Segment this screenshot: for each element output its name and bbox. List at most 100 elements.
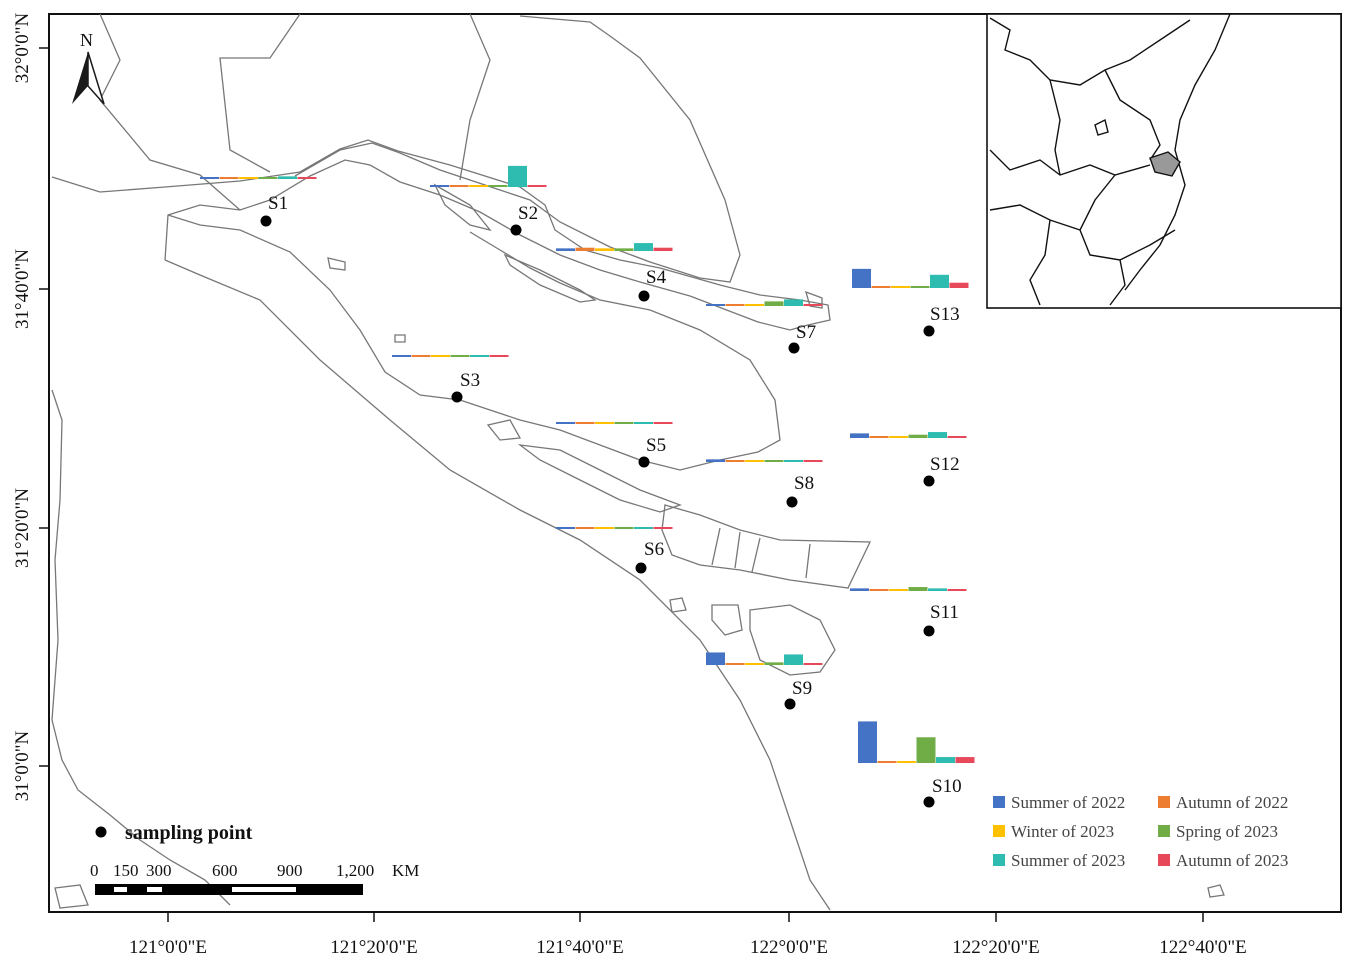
sampling-point-marker <box>638 290 650 302</box>
sampling-point-marker <box>638 456 650 468</box>
site-s1-bar-winter-2023 <box>239 177 258 179</box>
site-s5-bar-winter-2023 <box>595 422 614 424</box>
sampling-point-marker <box>260 215 272 227</box>
site-s11-bar-summer-2022 <box>850 588 869 591</box>
sampling-point-marker <box>784 698 796 710</box>
site-s2-bar-autumn-2022 <box>449 185 469 187</box>
site-s13-bar-winter-2023 <box>891 286 910 288</box>
legend-label-summer-2023: Summer of 2023 <box>1011 851 1125 870</box>
site-s13-bar-autumn-2023 <box>949 282 969 288</box>
legend-swatch-autumn-2022 <box>1158 796 1170 808</box>
inset-border-7 <box>1029 219 1051 306</box>
site-s4-bar-winter-2023 <box>595 248 614 251</box>
site-s2-bar-autumn-2023 <box>527 185 547 187</box>
sampling-sites-layer: S1 S2 S3 S4 S5 S6 S7 S8 S9 S10 S11 S12 S13 <box>200 165 975 808</box>
site-s4-bar-autumn-2023 <box>653 247 673 251</box>
site-s1: S1 <box>200 176 317 227</box>
site-s8-bar-spring-2023 <box>764 460 784 462</box>
south-bank-coastline <box>167 214 781 471</box>
river-channel-east <box>459 13 491 181</box>
sampling-point-marker <box>923 625 935 637</box>
jiuduansha-shoal <box>749 604 836 676</box>
site-s4-bar-summer-2023 <box>634 243 653 251</box>
legend-swatch-summer-2023 <box>993 854 1005 866</box>
site-s12-bar-summer-2022 <box>850 433 869 438</box>
sampling-point-marker <box>635 562 647 574</box>
river-channel-north <box>219 13 301 173</box>
site-s11-bar-winter-2023 <box>889 589 908 591</box>
scale-label-1200: 1,200 <box>336 861 374 880</box>
sampling-point-marker <box>923 325 935 337</box>
china-provinces-inset-map <box>986 13 1342 309</box>
site-s13-bar-autumn-2022 <box>871 286 891 288</box>
hengsha-divider-3 <box>751 537 761 573</box>
sampling-point-legend-label: sampling point <box>125 822 253 844</box>
shoal-island-4 <box>517 444 682 513</box>
site-s5-bar-spring-2023 <box>614 422 634 424</box>
site-s1-bar-summer-2022 <box>200 177 219 179</box>
site-s10: S10 <box>858 721 975 808</box>
scale-bar-segment-2 <box>147 887 162 892</box>
site-s9-bar-winter-2023 <box>745 663 764 665</box>
site-s7-bar-autumn-2023 <box>803 304 823 306</box>
site-s10-bar-summer-2022 <box>858 721 877 763</box>
site-s6-bar-summer-2023 <box>634 527 653 529</box>
site-label: S3 <box>460 370 480 391</box>
inset-border-6 <box>989 204 1081 231</box>
islet-5 <box>1207 884 1225 898</box>
legend-label-autumn-2022: Autumn of 2022 <box>1176 793 1288 812</box>
site-label: S11 <box>930 602 959 623</box>
site-s8-bar-winter-2023 <box>745 460 764 462</box>
site-s8-bar-autumn-2022 <box>725 460 745 462</box>
inset-border-8 <box>1109 259 1126 306</box>
shoal-island-1 <box>433 183 492 232</box>
site-s5: S5 <box>556 422 673 468</box>
scale-bar-segment-3 <box>232 887 296 892</box>
north-arrow-label: N <box>80 30 93 50</box>
legend-label-autumn-2023: Autumn of 2023 <box>1176 851 1288 870</box>
scale-label-900: 900 <box>277 861 303 880</box>
southern-shore-coastline <box>164 259 831 911</box>
site-s6-bar-autumn-2022 <box>575 527 595 529</box>
site-label: S8 <box>794 473 814 494</box>
hengsha-divider-1 <box>711 527 721 566</box>
site-s11: S11 <box>850 587 967 637</box>
islet-4 <box>54 884 89 909</box>
inset-border-4 <box>1049 79 1061 176</box>
site-s6-bar-summer-2022 <box>556 527 575 529</box>
site-s10-bar-autumn-2022 <box>877 761 897 763</box>
site-s1-bar-summer-2023 <box>278 176 297 179</box>
site-s13-bar-spring-2023 <box>910 286 930 288</box>
site-label: S1 <box>268 193 288 214</box>
site-s11-bar-spring-2023 <box>908 587 928 591</box>
site-s6-bar-spring-2023 <box>614 527 634 529</box>
site-s8-bar-summer-2022 <box>706 459 725 462</box>
site-s1-bar-spring-2023 <box>258 177 278 179</box>
shoal-island-2 <box>503 253 597 303</box>
chongming-island <box>294 15 741 283</box>
site-s13-bar-summer-2023 <box>930 274 949 288</box>
site-s3-bar-spring-2023 <box>450 355 470 357</box>
site-s7-bar-summer-2023 <box>784 299 803 306</box>
inset-lake <box>1094 118 1109 136</box>
site-s3: S3 <box>392 355 509 403</box>
site-s4-bar-spring-2023 <box>614 248 634 251</box>
longitude-tick-label: 121°20'0"E <box>330 937 417 958</box>
site-s9-bar-autumn-2022 <box>725 663 745 665</box>
site-s10-bar-autumn-2023 <box>955 757 975 763</box>
site-s13: S13 <box>852 268 969 337</box>
site-s4-bar-summer-2022 <box>556 248 575 251</box>
site-s2-bar-winter-2023 <box>469 185 488 187</box>
site-s1-bar-autumn-2022 <box>219 177 239 179</box>
site-s3-bar-winter-2023 <box>431 355 450 357</box>
islet-1 <box>327 257 346 271</box>
site-s12: S12 <box>850 432 967 487</box>
longitude-tick-label: 122°0'0"E <box>750 937 828 958</box>
shoal-island-5 <box>711 604 743 636</box>
sampling-point-marker <box>510 224 522 236</box>
scale-label-600: 600 <box>212 861 238 880</box>
site-s8-bar-autumn-2023 <box>803 460 823 462</box>
longitude-tick-label: 121°0'0"E <box>129 937 207 958</box>
scale-label-150: 150 <box>113 861 139 880</box>
